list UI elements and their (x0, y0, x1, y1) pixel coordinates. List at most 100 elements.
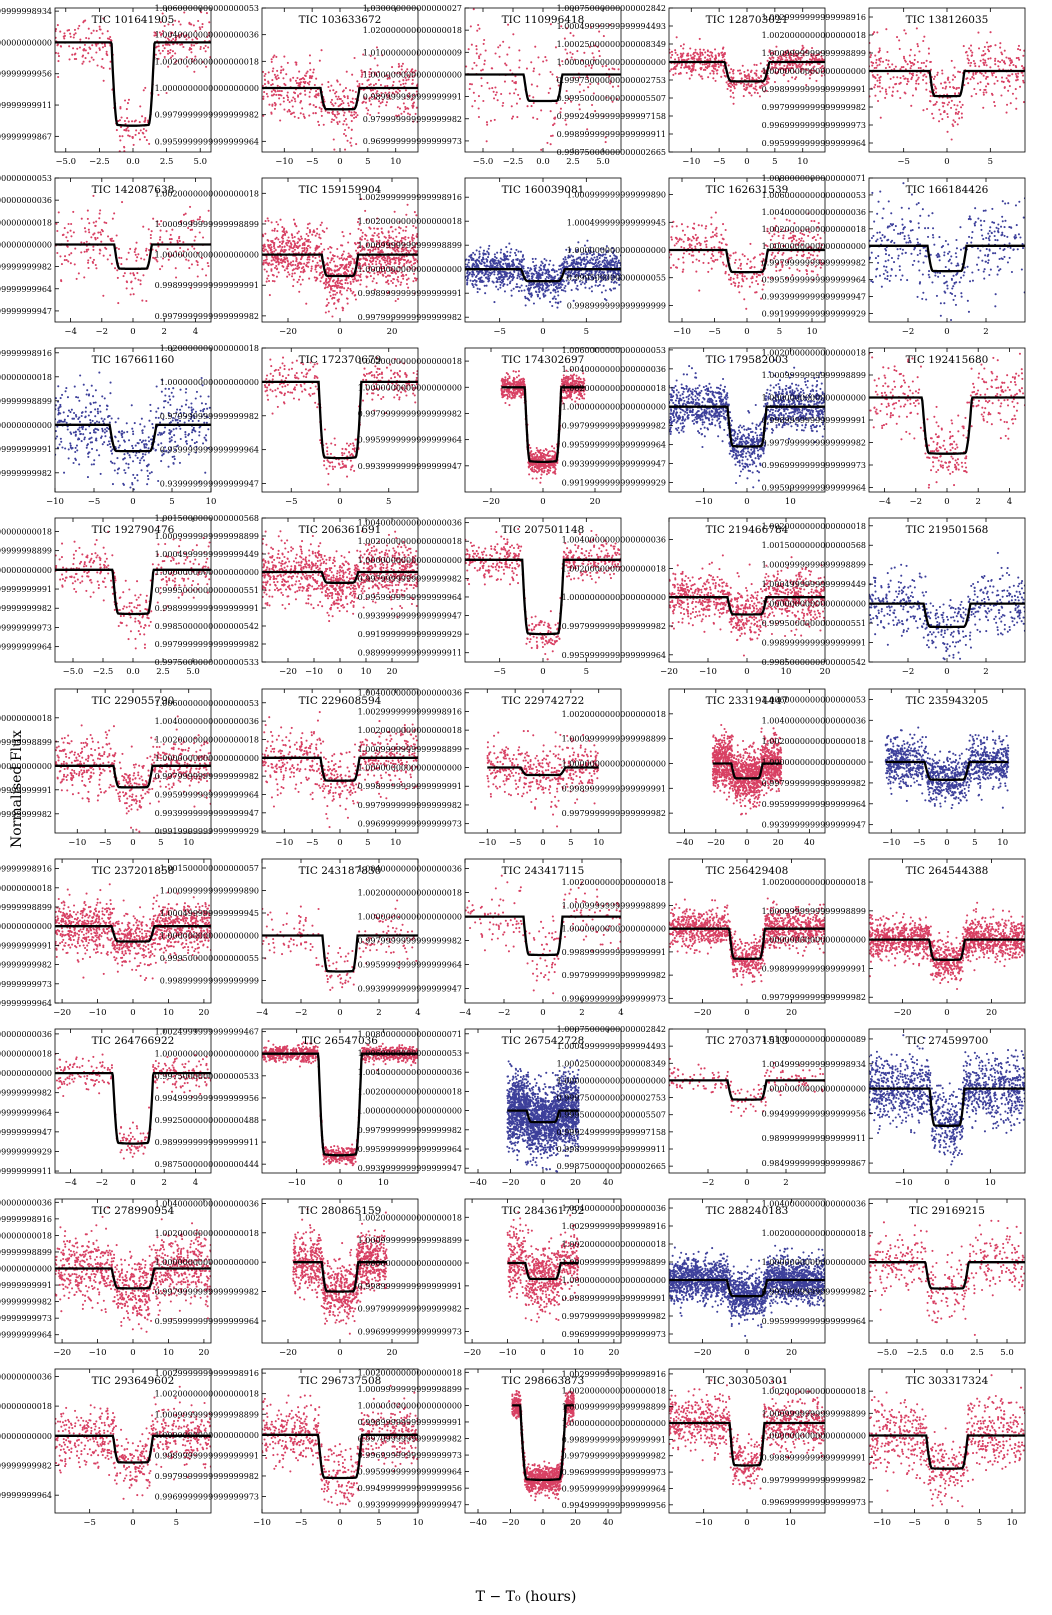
y-tick-label: 0.9959999999999999964 (0, 1491, 52, 1500)
x-tick-label: −10 (288, 1178, 306, 1188)
y-tick-label: 1.0000000000000000000 (762, 758, 866, 767)
x-tick-label: 0 (130, 1348, 135, 1358)
x-tick-label: 5 (174, 1518, 179, 1528)
x-tick-label: 0 (744, 1178, 749, 1188)
x-tick-label: 5 (972, 838, 977, 848)
y-tick-label: 0.9959999999999999964 (358, 593, 462, 602)
x-tick-label: 0 (540, 1348, 545, 1358)
y-tick-label: 1.0009999999999998899 (358, 745, 462, 754)
y-tick-label: 1.0040000000000000036 (155, 1199, 259, 1208)
x-tick-label: 40 (603, 1518, 614, 1528)
y-tick-label: 1.0004999999999999449 (155, 550, 259, 559)
x-tick-label: 0 (540, 667, 545, 677)
y-tick-label: 1.000000000000000000 (160, 378, 259, 387)
y-tick-label: 0.969999999999999973 (363, 137, 462, 146)
y-tick-label: 0.9979999999999999982 (0, 1461, 52, 1470)
x-tick-label: −20 (279, 667, 297, 677)
x-tick-label: 5 (365, 838, 370, 848)
y-tick-label: 1.0015000000000000568 (155, 514, 259, 523)
y-tick-label: 0.9989999999999999991 (0, 941, 52, 950)
y-tick-label: 0.9959999999999999964 (358, 961, 462, 970)
data-points (868, 552, 1026, 660)
y-tick-label: 1.0000000000000000000 (155, 754, 259, 763)
x-tick-label: −20 (502, 1518, 520, 1528)
y-tick-label: 0.9939999999999999947 (762, 821, 866, 830)
y-tick-label: 0.9989999999999999991 (562, 784, 666, 793)
scatter-series (868, 902, 1026, 990)
x-tick-label: 5.0 (596, 157, 610, 167)
x-tick-label: −2 (295, 1008, 308, 1018)
x-tick-label: 10 (183, 838, 194, 848)
x-tick-label: 20 (986, 1008, 997, 1018)
x-tick-label: 40 (804, 838, 815, 848)
y-tick-label: 0.9959999999999999964 (0, 999, 52, 1008)
x-tick-label: 10 (390, 157, 401, 167)
y-tick-label: 0.9949999999999999956 (762, 1109, 866, 1118)
y-tick-label: 1.0020000000000000018 (155, 735, 259, 744)
x-tick-label: 5 (777, 327, 782, 337)
y-tick-label: 1.000000000000000000 (567, 246, 666, 255)
y-tick-label: 1.0000000000000000000 (155, 1050, 259, 1059)
y-tick-label: 0.9959999999999999964 (762, 139, 866, 148)
y-tick-label: 0.9949999999999999956 (562, 1501, 666, 1510)
y-tick-label: 1.0009999999999998899 (0, 547, 52, 556)
x-tick-label: 2 (161, 1178, 166, 1188)
x-tick-label: −10 (695, 497, 713, 507)
y-tick-label: 0.9959999999999999964 (562, 441, 666, 450)
y-tick-label: 1.0000000000000000000 (155, 1431, 259, 1440)
x-tick-label: 0 (540, 497, 545, 507)
y-tick-label: 1.0020000000000000018 (762, 522, 866, 531)
y-tick-label: 1.0040000000000000036 (0, 1030, 52, 1039)
x-tick-label: 0 (130, 497, 135, 507)
x-tick-label: 5 (169, 497, 174, 507)
x-tick-label: −10 (89, 1348, 107, 1358)
scatter-series (868, 552, 1026, 660)
y-tick-label: 1.0100000000000000089 (762, 1035, 866, 1044)
x-tick-label: 20 (387, 1348, 398, 1358)
y-tick-label: 1.0009999999999998899 (762, 371, 866, 380)
y-tick-label: 1.0000000000000000000 (358, 1107, 462, 1116)
x-tick-label: 4 (193, 327, 198, 337)
x-tick-label: 0 (944, 1518, 949, 1528)
y-tick-label: 1.0020000000000000018 (155, 189, 259, 198)
y-tick-label: 1.0040000000000000036 (358, 519, 462, 528)
x-tick-label: 2 (161, 327, 166, 337)
x-tick-label: −5.0 (877, 1348, 898, 1358)
y-tick-label: 0.9985000000000000542 (155, 622, 259, 631)
y-tick-label: 1.000999999999999890 (567, 191, 666, 200)
y-tick-label: 1.0060000000000000053 (358, 1049, 462, 1058)
y-tick-label: 1.0009999999999998899 (0, 397, 52, 406)
y-tick-label: 1.0009999999999998899 (155, 220, 259, 229)
x-tick-label: −10 (305, 667, 323, 677)
y-tick-label: 0.9899999999999999911 (762, 1134, 866, 1143)
y-tick-label: 0.9919999999999999929 (358, 630, 462, 639)
panel-tic-288240183: −20 0 200.99699999999999999730.99799999999… (562, 1199, 826, 1358)
panel-tic-274599700: −10 0 100.98499999999999998670.98999999999… (762, 1029, 1026, 1188)
x-tick-label: −5 (99, 838, 112, 848)
y-tick-label: 1.0009999999999998899 (562, 1403, 666, 1412)
x-tick-label: 10 (206, 497, 217, 507)
x-tick-label: 2 (376, 1008, 381, 1018)
y-tick-label: 1.0009999999999998899 (155, 1410, 259, 1419)
x-tick-label: 20 (773, 838, 784, 848)
panel-title: TIC 166184426 (906, 184, 989, 196)
x-tick-label: 5.0 (193, 157, 207, 167)
y-tick-label: 1.0000000000000000000 (358, 1401, 462, 1410)
y-tick-label: 1.0020000000000000018 (762, 31, 866, 40)
y-tick-label: 1.0020000000000000018 (358, 537, 462, 546)
scatter-series (292, 1208, 388, 1334)
y-tick-label: 0.9979999999999999982 (358, 937, 462, 946)
y-tick-label: 0.9959999999999999964 (562, 651, 666, 660)
y-tick-label: 1.0020000000000000018 (0, 1231, 52, 1240)
panel-title: TIC 264766922 (92, 1035, 175, 1047)
y-tick-label: 0.9959999999999999964 (762, 1317, 866, 1326)
x-tick-label: −10 (253, 1518, 271, 1528)
y-tick-label: 0.9989999999999999991 (562, 948, 666, 957)
x-tick-label: −40 (676, 838, 694, 848)
plot-frame (669, 1029, 825, 1173)
y-tick-label: 1.0020000000000000018 (562, 1240, 666, 1249)
x-tick-label: 0 (540, 327, 545, 337)
y-tick-label: 1.0000000000000000000 (0, 38, 52, 47)
y-tick-label: 1.0000000000000000000 (762, 1258, 866, 1267)
y-tick-label: 1.0080000000000000071 (358, 1030, 462, 1039)
